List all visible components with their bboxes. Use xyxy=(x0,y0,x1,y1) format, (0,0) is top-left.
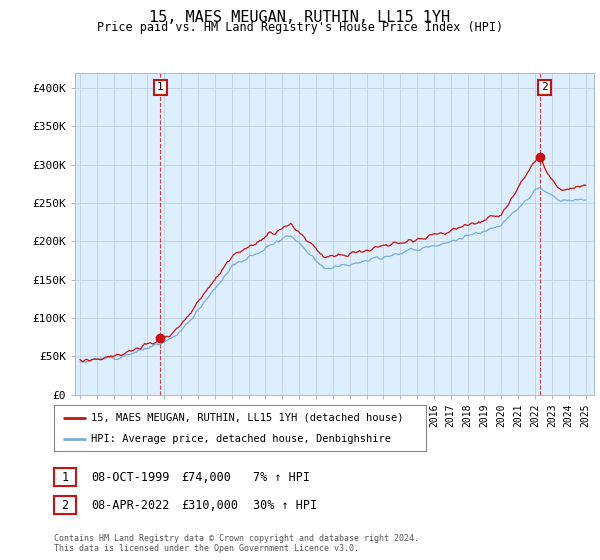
Text: 2: 2 xyxy=(541,82,548,92)
Text: 1: 1 xyxy=(157,82,164,92)
Text: 1: 1 xyxy=(62,470,68,484)
Text: Price paid vs. HM Land Registry's House Price Index (HPI): Price paid vs. HM Land Registry's House … xyxy=(97,21,503,34)
Text: HPI: Average price, detached house, Denbighshire: HPI: Average price, detached house, Denb… xyxy=(91,435,391,444)
Text: 08-APR-2022: 08-APR-2022 xyxy=(91,498,170,512)
Text: 7% ↑ HPI: 7% ↑ HPI xyxy=(253,470,310,484)
Text: £74,000: £74,000 xyxy=(181,470,231,484)
Text: 08-OCT-1999: 08-OCT-1999 xyxy=(91,470,170,484)
Text: £310,000: £310,000 xyxy=(181,498,238,512)
Text: 30% ↑ HPI: 30% ↑ HPI xyxy=(253,498,317,512)
Text: 15, MAES MEUGAN, RUTHIN, LL15 1YH: 15, MAES MEUGAN, RUTHIN, LL15 1YH xyxy=(149,10,451,25)
Text: 2: 2 xyxy=(62,498,68,512)
Text: 15, MAES MEUGAN, RUTHIN, LL15 1YH (detached house): 15, MAES MEUGAN, RUTHIN, LL15 1YH (detac… xyxy=(91,413,404,423)
Text: Contains HM Land Registry data © Crown copyright and database right 2024.
This d: Contains HM Land Registry data © Crown c… xyxy=(54,534,419,553)
